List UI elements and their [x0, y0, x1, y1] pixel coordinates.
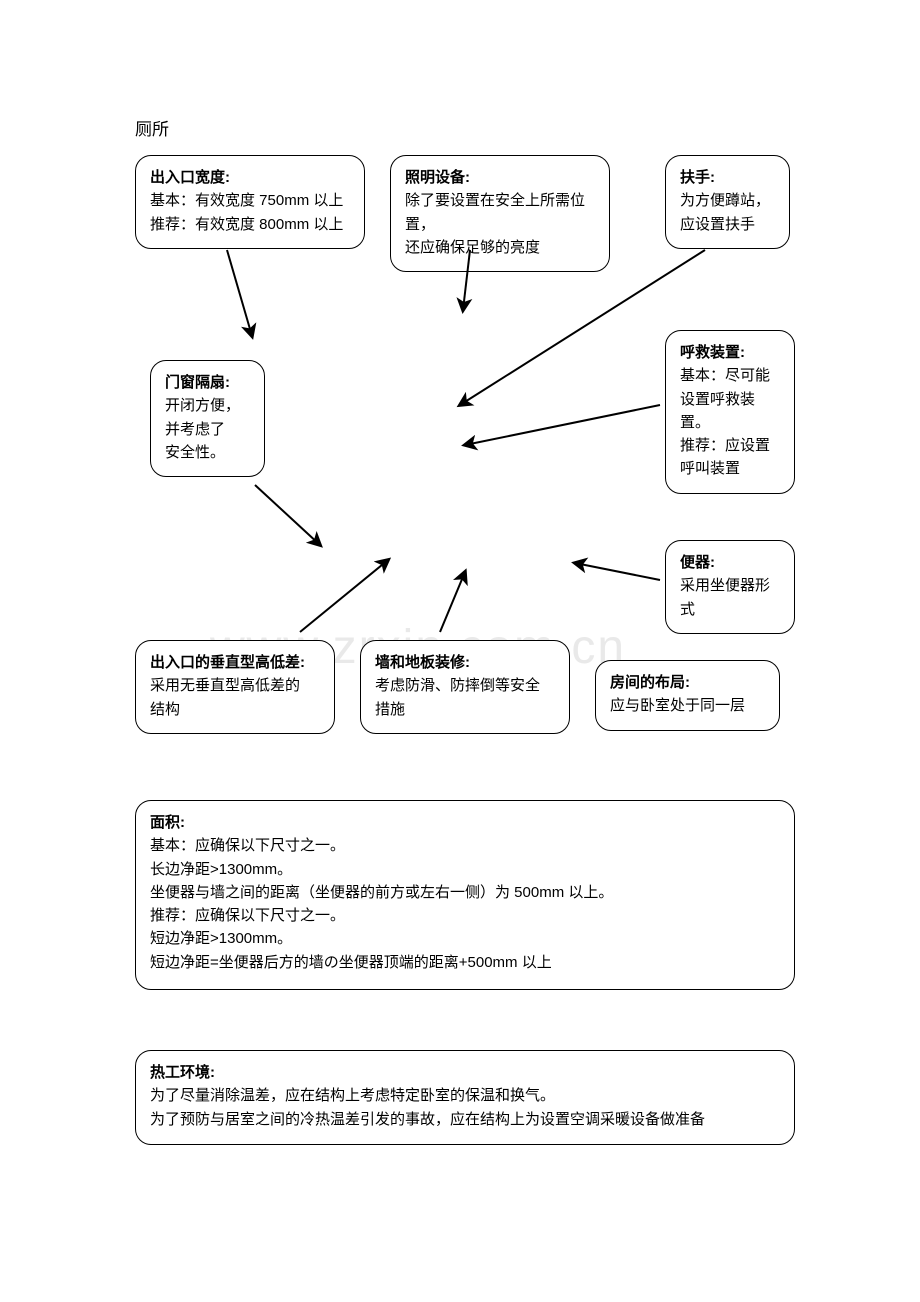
box-line: 推荐：有效宽度 800mm 以上 [150, 216, 343, 233]
box-line: 基本：有效宽度 750mm 以上 [150, 192, 343, 209]
box-room-layout: 房间的布局: 应与卧室处于同一层 [595, 660, 780, 731]
box-line: 应与卧室处于同一层 [610, 697, 745, 714]
box-title: 热工环境: [150, 1064, 215, 1081]
box-line: 长边净距>1300mm。 [150, 861, 292, 878]
page-title: 厕所 [135, 115, 169, 140]
box-line: 式 [680, 601, 695, 618]
box-line: 采用无垂直型高低差的 [150, 677, 300, 694]
box-line: 并考虑了 [165, 421, 225, 438]
box-door-partition: 门窗隔扇: 开闭方便， 并考虑了 安全性。 [150, 360, 265, 477]
box-line: 推荐：应设置 [680, 437, 770, 454]
box-wall-floor: 墙和地板装修: 考虑防滑、防摔倒等安全 措施 [360, 640, 570, 734]
box-line: 基本：应确保以下尺寸之一。 [150, 837, 345, 854]
box-entrance-step: 出入口的垂直型高低差: 采用无垂直型高低差的 结构 [135, 640, 335, 734]
box-line: 应设置扶手 [680, 216, 755, 233]
box-entrance-width: 出入口宽度: 基本：有效宽度 750mm 以上 推荐：有效宽度 800mm 以上 [135, 155, 365, 249]
box-line: 坐便器与墙之间的距离（坐便器的前方或左右一侧）为 500mm 以上。 [150, 884, 613, 901]
box-title: 呼救装置: [680, 344, 745, 361]
box-toilet-fixture: 便器: 采用坐便器形 式 [665, 540, 795, 634]
box-line: 设置呼救装置。 [680, 391, 755, 431]
box-thermal-env: 热工环境: 为了尽量消除温差，应在结构上考虑特定卧室的保温和换气。 为了预防与居… [135, 1050, 795, 1145]
box-line: 基本：尽可能 [680, 367, 770, 384]
box-line: 措施 [375, 701, 405, 718]
box-line: 考虑防滑、防摔倒等安全 [375, 677, 540, 694]
box-line: 短边净距=坐便器后方的墙の坐便器顶端的距离+500mm 以上 [150, 954, 552, 971]
box-line: 结构 [150, 701, 180, 718]
box-title: 房间的布局: [610, 674, 690, 691]
box-line: 安全性。 [165, 444, 225, 461]
box-line: 为了预防与居室之间的冷热温差引发的事故，应在结构上为设置空调采暖设备做准备 [150, 1111, 705, 1128]
box-title: 出入口的垂直型高低差: [150, 654, 305, 671]
box-line: 短边净距>1300mm。 [150, 930, 292, 947]
box-title: 面积: [150, 814, 185, 831]
box-line: 还应确保足够的亮度 [405, 239, 540, 256]
box-area: 面积: 基本：应确保以下尺寸之一。 长边净距>1300mm。 坐便器与墙之间的距… [135, 800, 795, 990]
box-line: 开闭方便， [165, 397, 240, 414]
box-title: 扶手: [680, 169, 715, 186]
box-lighting: 照明设备: 除了要设置在安全上所需位置， 还应确保足够的亮度 [390, 155, 610, 272]
box-line: 推荐：应确保以下尺寸之一。 [150, 907, 345, 924]
box-line: 采用坐便器形 [680, 577, 770, 594]
box-rescue-device: 呼救装置: 基本：尽可能 设置呼救装置。 推荐：应设置 呼叫装置 [665, 330, 795, 494]
box-title: 门窗隔扇: [165, 374, 230, 391]
box-handrail: 扶手: 为方便蹲站， 应设置扶手 [665, 155, 790, 249]
box-line: 除了要设置在安全上所需位置， [405, 192, 585, 232]
box-line: 呼叫装置 [680, 460, 740, 477]
box-title: 照明设备: [405, 169, 470, 186]
diagram-canvas: www.zrxin.com.cn 厕所 出入口宽度: 基本：有效宽度 750mm… [0, 0, 920, 1302]
box-line: 为方便蹲站， [680, 192, 770, 209]
box-line: 为了尽量消除温差，应在结构上考虑特定卧室的保温和换气。 [150, 1087, 555, 1104]
box-title: 便器: [680, 554, 715, 571]
box-title: 出入口宽度: [150, 169, 230, 186]
box-title: 墙和地板装修: [375, 654, 470, 671]
